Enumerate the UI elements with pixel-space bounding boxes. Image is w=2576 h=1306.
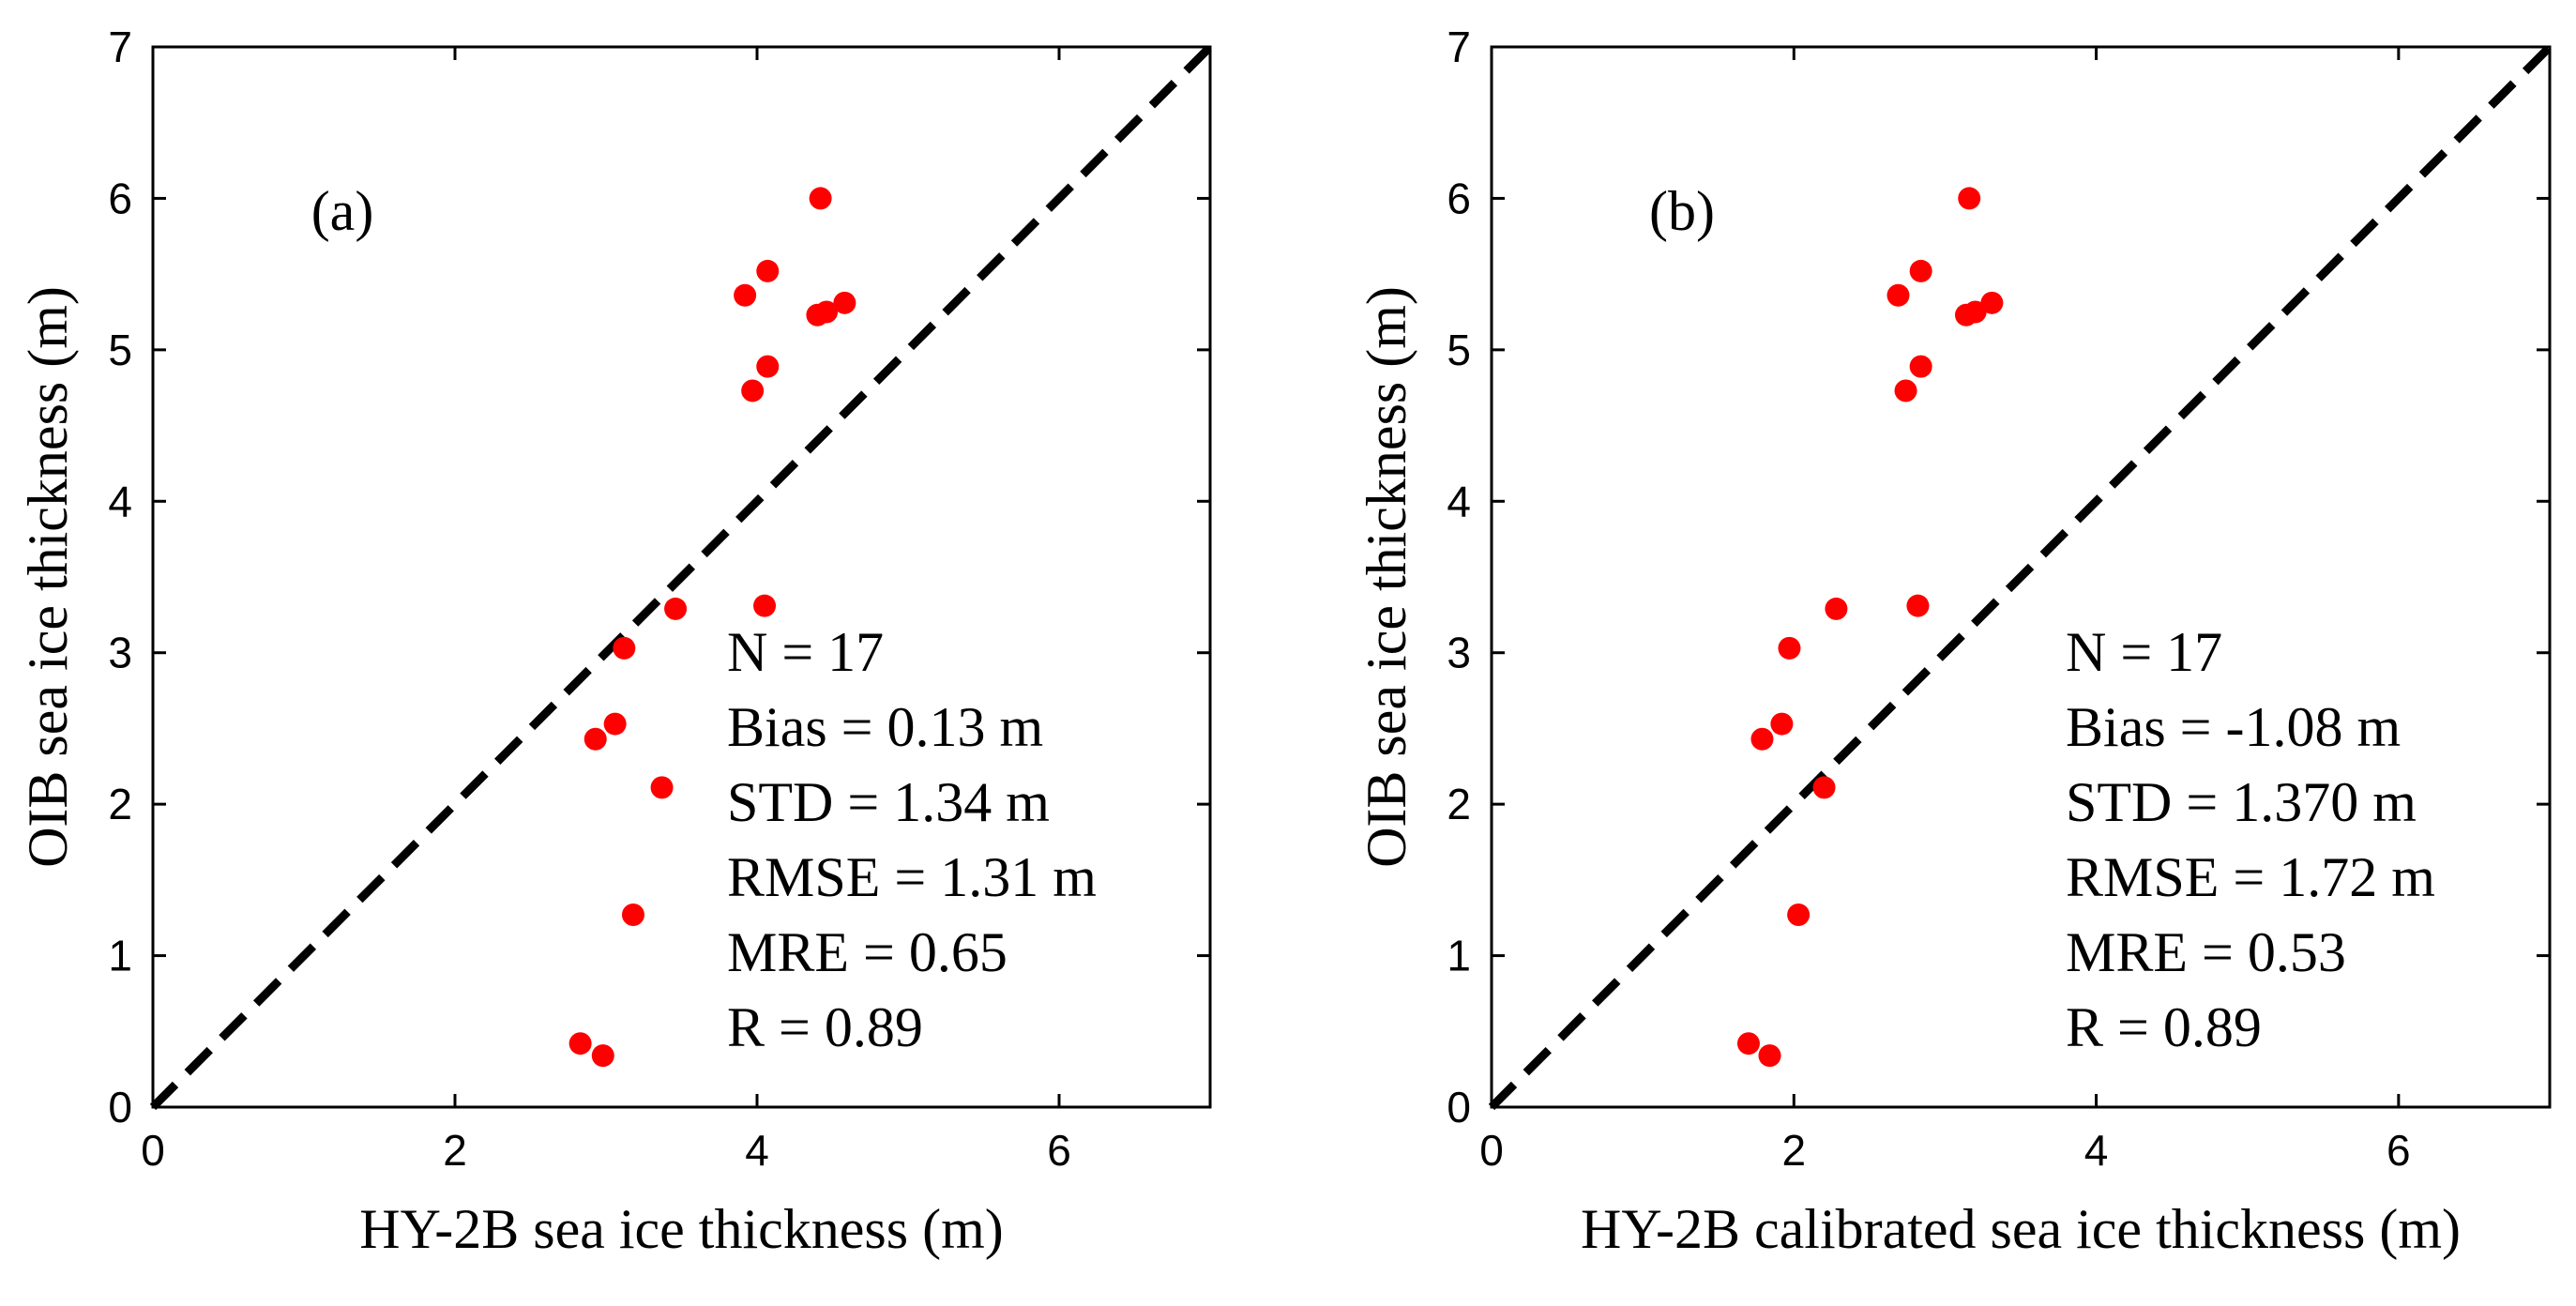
panel-b-y-tick-label-1: 1: [1447, 932, 1471, 980]
panel-b-data-point-1: [1909, 259, 1932, 282]
panel-b-data-point-8: [1906, 594, 1930, 617]
panel-a-stat-std: STD = 1.34 m: [727, 771, 1050, 833]
chart-panel-a: 0 2 4 6 0 1 2 3 4 5 6 7 HY-2B sea ice thickness (m) O…: [17, 23, 1214, 1260]
panel-b-data-point-14: [1787, 903, 1811, 926]
panel-a-data-point-3: [833, 291, 856, 314]
panel-a-plot-area: [151, 45, 1212, 1109]
panel-b-y-tick-label-0: 0: [1447, 1083, 1471, 1131]
panel-a-y-tick-label-5: 5: [108, 326, 132, 374]
chart-panel-b: 0 2 4 6 0 1 2 3 4 5 6 7 HY-2B calibrated sea ice thi…: [1356, 23, 2553, 1260]
panel-b-stat-rmse: RMSE = 1.72 m: [2066, 846, 2435, 908]
panel-b-x-tick-label-0: 0: [1479, 1126, 1504, 1175]
panel-a-label: (a): [311, 180, 374, 242]
panel-b-plot-area: [1490, 45, 2552, 1109]
panel-b-label: (b): [1649, 180, 1715, 242]
panel-a-data-point-9: [664, 597, 688, 620]
panel-b-stat-r: R = 0.89: [2066, 996, 2262, 1058]
panel-b-y-tick-label-4: 4: [1447, 477, 1471, 525]
panel-b-stat-std: STD = 1.370 m: [2066, 771, 2417, 833]
panel-a-data-point-6: [756, 355, 780, 378]
panel-b-stat-mre: MRE = 0.53: [2066, 921, 2346, 983]
panel-a-data-point-7: [741, 379, 765, 402]
panel-a-y-tick-label-1: 1: [108, 932, 132, 980]
panel-b-data-point-15: [1736, 1032, 1760, 1055]
panel-b-stat-n: N = 17: [2066, 621, 2222, 683]
panel-a-x-tick-label-0: 0: [141, 1126, 165, 1175]
panel-a-x-tick-label-6: 6: [1047, 1126, 1071, 1175]
panel-a-data-point-1: [756, 259, 780, 282]
panel-b-data-point-0: [1958, 187, 1981, 210]
panel-a-one-to-one-line: [149, 43, 1214, 1111]
panel-b-data-point-13: [1812, 776, 1836, 799]
panel-b-y-tick-label-7: 7: [1447, 23, 1471, 71]
panel-b-data-point-6: [1909, 355, 1932, 378]
panel-b-y-tick-label-3: 3: [1447, 629, 1471, 677]
panel-b-x-axis-title: HY-2B calibrated sea ice thickness (m): [1581, 1198, 2461, 1260]
panel-a-data-point-2: [734, 283, 757, 307]
panel-a-x-tick-label-4: 4: [745, 1126, 769, 1175]
panel-b-stat-bias: Bias = -1.08 m: [2066, 696, 2401, 758]
panel-a-stat-bias: Bias = 0.13 m: [727, 696, 1043, 758]
panel-a-data-point-12: [583, 727, 607, 751]
panel-a-y-tick-label-0: 0: [108, 1083, 132, 1131]
panel-a-data-point-10: [613, 636, 636, 660]
panel-a-data-point-5: [806, 303, 829, 326]
panel-b-y-axis-title: OIB sea ice thickness (m): [1356, 286, 1417, 868]
panel-a-data-point-8: [753, 594, 777, 617]
panel-a-stat-n: N = 17: [727, 621, 884, 683]
panel-b-data-point-11: [1770, 712, 1794, 736]
panel-b-y-tick-label-2: 2: [1447, 780, 1471, 828]
panel-b-x-tick-label-2: 2: [1781, 1126, 1806, 1175]
panel-b-data-point-16: [1758, 1044, 1781, 1068]
panel-b-data-point-3: [1980, 291, 2004, 314]
panel-a-y-tick-label-7: 7: [108, 23, 132, 71]
panel-a-y-axis-title: OIB sea ice thickness (m): [17, 286, 79, 868]
panel-a-stat-r: R = 0.89: [727, 996, 923, 1058]
panel-b-x-tick-label-4: 4: [2084, 1126, 2109, 1175]
panel-a-y-tick-label-3: 3: [108, 629, 132, 677]
panel-b-data-point-2: [1887, 283, 1910, 307]
panel-a-stat-rmse: RMSE = 1.31 m: [727, 846, 1097, 908]
panel-b-data-point-5: [1954, 303, 1977, 326]
panel-a-data-point-13: [650, 776, 674, 799]
panel-b-data-point-9: [1825, 597, 1848, 620]
panel-a-y-tick-label-2: 2: [108, 780, 132, 828]
panel-a-y-tick-label-4: 4: [108, 477, 132, 525]
panel-a-x-axis-title: HY-2B sea ice thickness (m): [359, 1198, 1003, 1260]
panel-b-x-tick-label-6: 6: [2387, 1126, 2411, 1175]
panel-a-data-point-16: [591, 1044, 614, 1068]
panel-a-data-point-0: [809, 187, 832, 210]
panel-b-y-tick-label-6: 6: [1447, 174, 1471, 222]
panel-b-data-point-12: [1750, 727, 1774, 751]
panel-b-data-point-10: [1778, 636, 1801, 660]
panel-a-data-point-11: [603, 712, 627, 736]
panel-a-y-tick-label-6: 6: [108, 174, 132, 222]
panel-a-data-point-15: [568, 1032, 592, 1055]
panel-b-data-point-7: [1894, 379, 1917, 402]
panel-a-x-tick-label-2: 2: [443, 1126, 467, 1175]
panel-a-data-point-14: [621, 903, 644, 926]
panel-b-one-to-one-line: [1488, 43, 2553, 1111]
panel-b-y-tick-label-5: 5: [1447, 326, 1471, 374]
panel-a-stat-mre: MRE = 0.65: [727, 921, 1008, 983]
